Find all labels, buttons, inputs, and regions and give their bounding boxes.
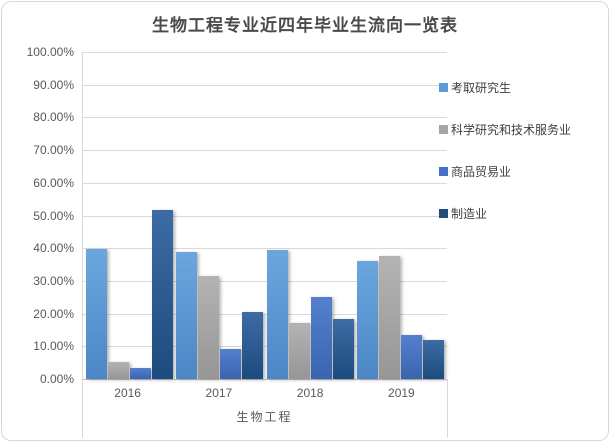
bar-制造业-2018 xyxy=(332,319,354,379)
x-axis-labels: 2016 2017 2018 2019 xyxy=(82,380,447,406)
y-tick-label: 50.00% xyxy=(33,208,74,223)
bar-group-2018 xyxy=(266,52,354,379)
legend-swatch-icon xyxy=(439,82,448,92)
bar-商品贸易业-2016 xyxy=(130,367,151,379)
bar-商品贸易业-2018 xyxy=(310,297,332,379)
y-tick-label: 20.00% xyxy=(33,306,74,321)
x-tick-label-2017: 2017 xyxy=(205,386,233,400)
x-tick-label-2018: 2018 xyxy=(296,386,324,400)
legend-label: 考取研究生 xyxy=(451,80,512,95)
bar-考取研究生-2019 xyxy=(356,260,378,379)
legend-label: 商品贸易业 xyxy=(451,164,512,179)
legend-swatch-icon xyxy=(439,124,448,134)
gridline xyxy=(83,346,447,348)
x-tick-label-2019: 2019 xyxy=(388,386,415,400)
y-tick-label: 70.00% xyxy=(33,143,74,158)
bar-科学研究和技术服务业-2017 xyxy=(198,276,220,379)
bar-科学研究和技术服务业-2018 xyxy=(288,323,310,379)
gridline xyxy=(83,182,447,184)
bar-考取研究生-2017 xyxy=(176,252,198,379)
bar-制造业-2019 xyxy=(422,339,444,379)
y-tick-label: 60.00% xyxy=(33,175,74,190)
bar-商品贸易业-2019 xyxy=(400,335,422,379)
chart-title: 生物工程专业近四年毕业生流向一览表 xyxy=(152,16,458,35)
y-tick-label: 40.00% xyxy=(33,241,74,256)
bar-group-2019 xyxy=(356,52,444,379)
bar-科学研究和技术服务业-2016 xyxy=(108,362,129,379)
y-tick-label: 100.00% xyxy=(26,45,74,59)
bar-group-2017 xyxy=(176,52,264,379)
y-tick-label: 30.00% xyxy=(33,273,74,288)
gridline xyxy=(83,150,447,152)
legend-label: 科学研究和技术服务业 xyxy=(451,122,572,137)
gridline xyxy=(83,248,447,250)
legend-swatch-icon xyxy=(439,166,448,176)
bar-groups xyxy=(83,52,447,379)
category-axis-separator-left xyxy=(82,379,83,438)
plot-area xyxy=(82,52,447,380)
bar-制造业-2016 xyxy=(152,209,173,379)
gridline xyxy=(83,313,447,315)
gridline xyxy=(83,280,447,282)
legend: 考取研究生科学研究和技术服务业 商品贸易业制造业 xyxy=(439,80,571,248)
bar-制造业-2017 xyxy=(242,311,264,379)
bar-考取研究生-2016 xyxy=(86,249,107,379)
y-tick-label: 10.00% xyxy=(33,339,74,354)
x-axis-line xyxy=(83,379,447,380)
legend-item-商品贸易业: 商品贸易业 xyxy=(439,164,571,179)
gridline xyxy=(83,117,447,119)
bar-商品贸易业-2017 xyxy=(220,349,242,379)
legend-label: 制造业 xyxy=(451,206,488,221)
y-tick-label: 80.00% xyxy=(33,110,74,125)
bar-考取研究生-2018 xyxy=(266,250,288,379)
category-axis-separator-right xyxy=(447,379,448,438)
x-axis-title: 生物工程 xyxy=(236,410,293,424)
y-tick-label: 90.00% xyxy=(33,77,74,92)
gridline xyxy=(83,215,447,217)
x-tick-label-2016: 2016 xyxy=(114,386,141,400)
gridline xyxy=(83,84,447,86)
legend-item-考取研究生: 考取研究生 xyxy=(439,80,571,95)
gridline xyxy=(83,52,447,53)
y-tick-label: 0.00% xyxy=(39,372,74,386)
legend-swatch-icon xyxy=(439,208,448,218)
bar-科学研究和技术服务业-2019 xyxy=(378,255,400,379)
legend-item-科学研究和技术服务业: 科学研究和技术服务业 xyxy=(439,122,572,137)
legend-item-制造业: 制造业 xyxy=(439,206,571,221)
y-axis-labels: 100.00% 90.00% 80.00% 70.00% 60.00% 50.00% 40.… xyxy=(2,45,74,386)
bar-group-2016 xyxy=(86,52,173,379)
